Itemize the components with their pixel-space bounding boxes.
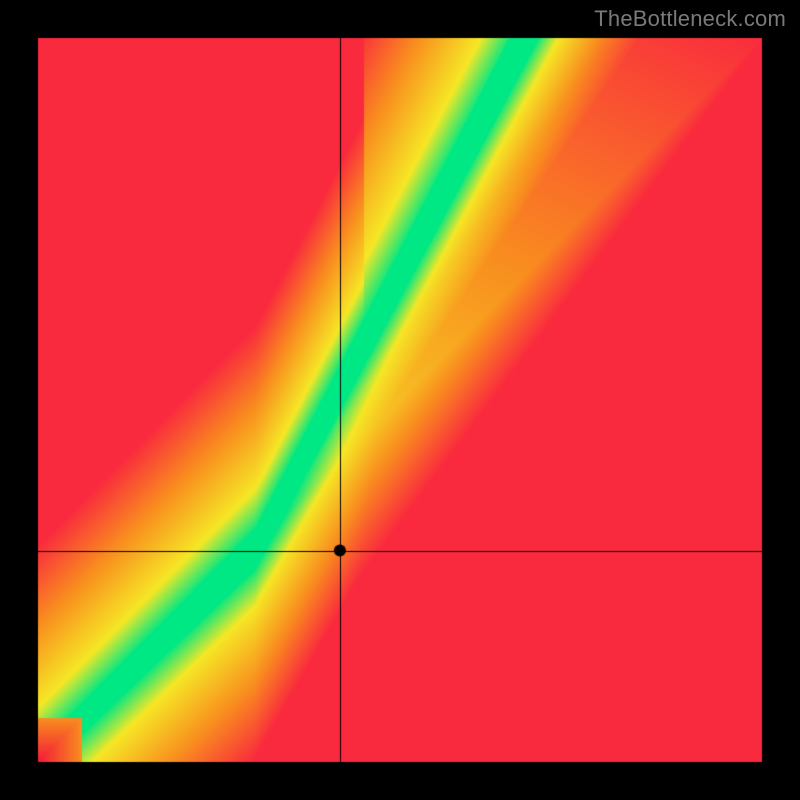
heatmap-canvas xyxy=(0,0,800,800)
chart-container: TheBottleneck.com xyxy=(0,0,800,800)
watermark-label: TheBottleneck.com xyxy=(594,6,786,32)
